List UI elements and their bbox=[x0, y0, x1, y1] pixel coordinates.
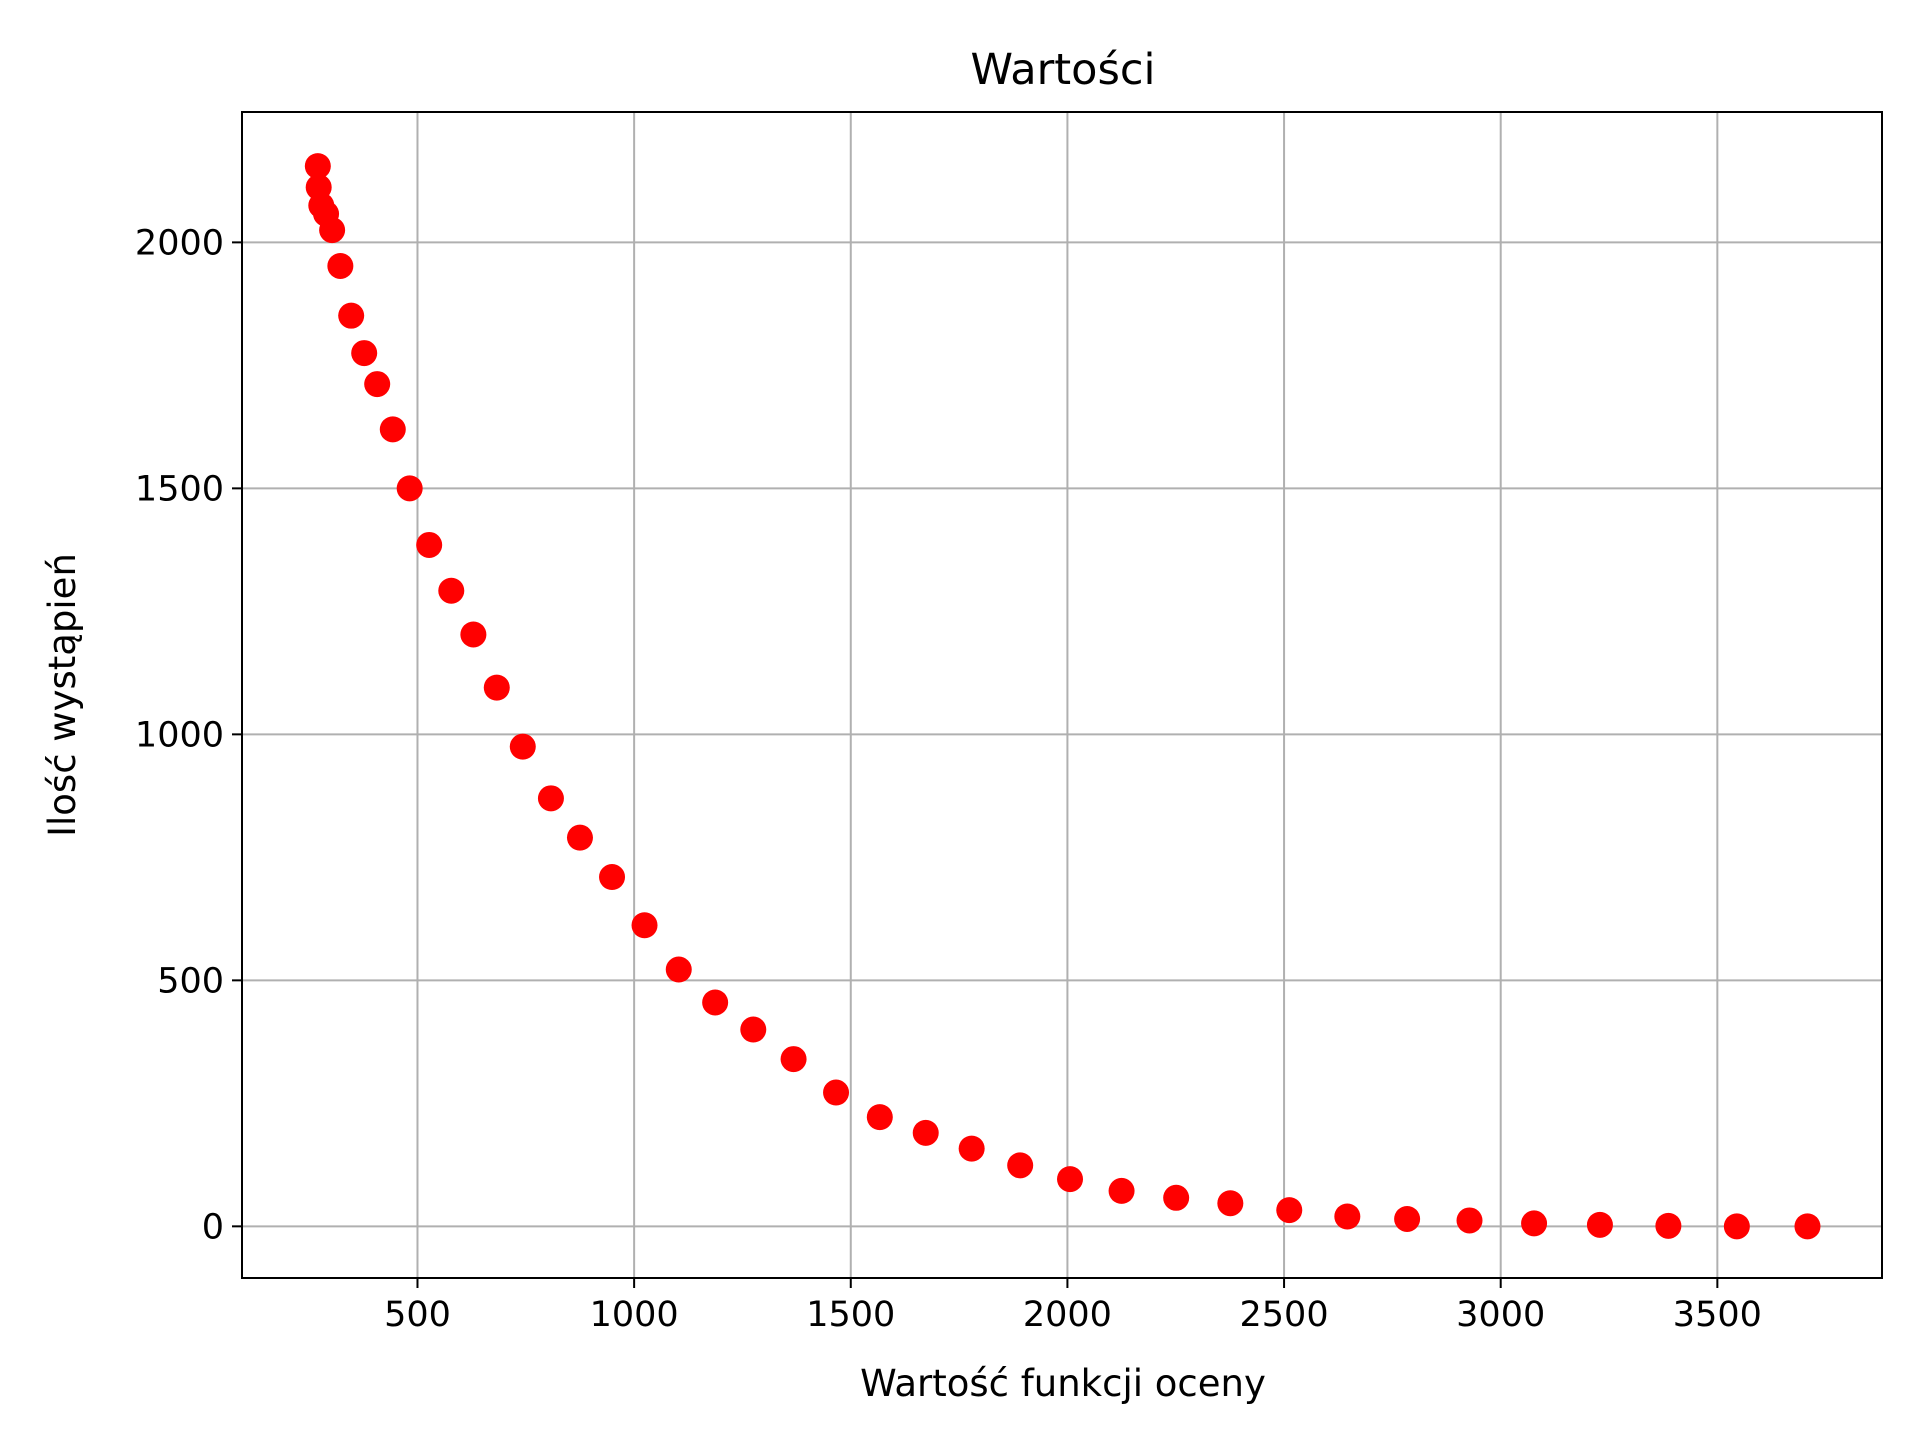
data-point bbox=[912, 1119, 939, 1146]
data-point bbox=[702, 989, 729, 1016]
x-tick-label: 3000 bbox=[1456, 1295, 1545, 1335]
y-tick-label: 500 bbox=[157, 961, 224, 1001]
data-point bbox=[740, 1016, 767, 1043]
data-point bbox=[460, 621, 487, 648]
data-point bbox=[958, 1135, 985, 1162]
data-point bbox=[1456, 1207, 1483, 1234]
chart-title: Wartości bbox=[971, 45, 1156, 95]
x-tick-label: 2500 bbox=[1240, 1295, 1329, 1335]
data-point bbox=[1163, 1184, 1190, 1211]
data-point bbox=[319, 217, 346, 244]
data-point bbox=[1586, 1211, 1613, 1238]
data-point bbox=[327, 252, 354, 279]
data-point bbox=[1108, 1177, 1135, 1204]
data-point bbox=[304, 153, 331, 180]
data-point bbox=[416, 531, 443, 558]
y-axis-label: Ilość wystąpień bbox=[41, 553, 84, 837]
axis-ticks: 500 1000 1500 2000 2500 3000 3500 0 500 1000 1500 2… bbox=[135, 223, 1762, 1335]
data-point bbox=[509, 733, 536, 760]
data-point bbox=[483, 674, 510, 701]
data-point bbox=[566, 824, 593, 851]
data-point bbox=[1655, 1212, 1682, 1239]
y-tick-label: 0 bbox=[202, 1207, 224, 1247]
data-point bbox=[780, 1046, 807, 1073]
x-axis-label: Wartość funkcji oceny bbox=[860, 1362, 1266, 1405]
data-point bbox=[1217, 1190, 1244, 1217]
data-point bbox=[396, 475, 423, 502]
data-point bbox=[823, 1079, 850, 1106]
data-point bbox=[1794, 1213, 1821, 1240]
data-point bbox=[866, 1104, 893, 1131]
data-point bbox=[1394, 1205, 1421, 1232]
x-tick-label: 1000 bbox=[590, 1295, 679, 1335]
data-point bbox=[1334, 1203, 1361, 1230]
x-tick-label: 1500 bbox=[806, 1295, 895, 1335]
data-point bbox=[665, 956, 692, 983]
data-point bbox=[379, 416, 406, 443]
data-point bbox=[338, 302, 365, 329]
y-tick-label: 2000 bbox=[135, 223, 224, 263]
data-point bbox=[599, 864, 626, 891]
data-point bbox=[631, 912, 658, 939]
grid-lines bbox=[242, 112, 1882, 1278]
data-point bbox=[364, 371, 391, 398]
data-point bbox=[1007, 1152, 1034, 1179]
data-points bbox=[304, 153, 1821, 1240]
x-tick-label: 3500 bbox=[1673, 1295, 1762, 1335]
data-point bbox=[1276, 1197, 1303, 1224]
data-point bbox=[537, 785, 564, 812]
data-point bbox=[351, 340, 378, 367]
y-tick-label: 1500 bbox=[135, 469, 224, 509]
plot-frame bbox=[241, 111, 1883, 1279]
data-point bbox=[1521, 1210, 1548, 1237]
x-tick-label: 2000 bbox=[1023, 1295, 1112, 1335]
y-tick-label: 1000 bbox=[135, 715, 224, 755]
x-tick-label: 500 bbox=[384, 1295, 451, 1335]
data-point bbox=[438, 577, 465, 604]
data-point bbox=[1723, 1213, 1750, 1240]
data-point bbox=[1057, 1166, 1084, 1193]
